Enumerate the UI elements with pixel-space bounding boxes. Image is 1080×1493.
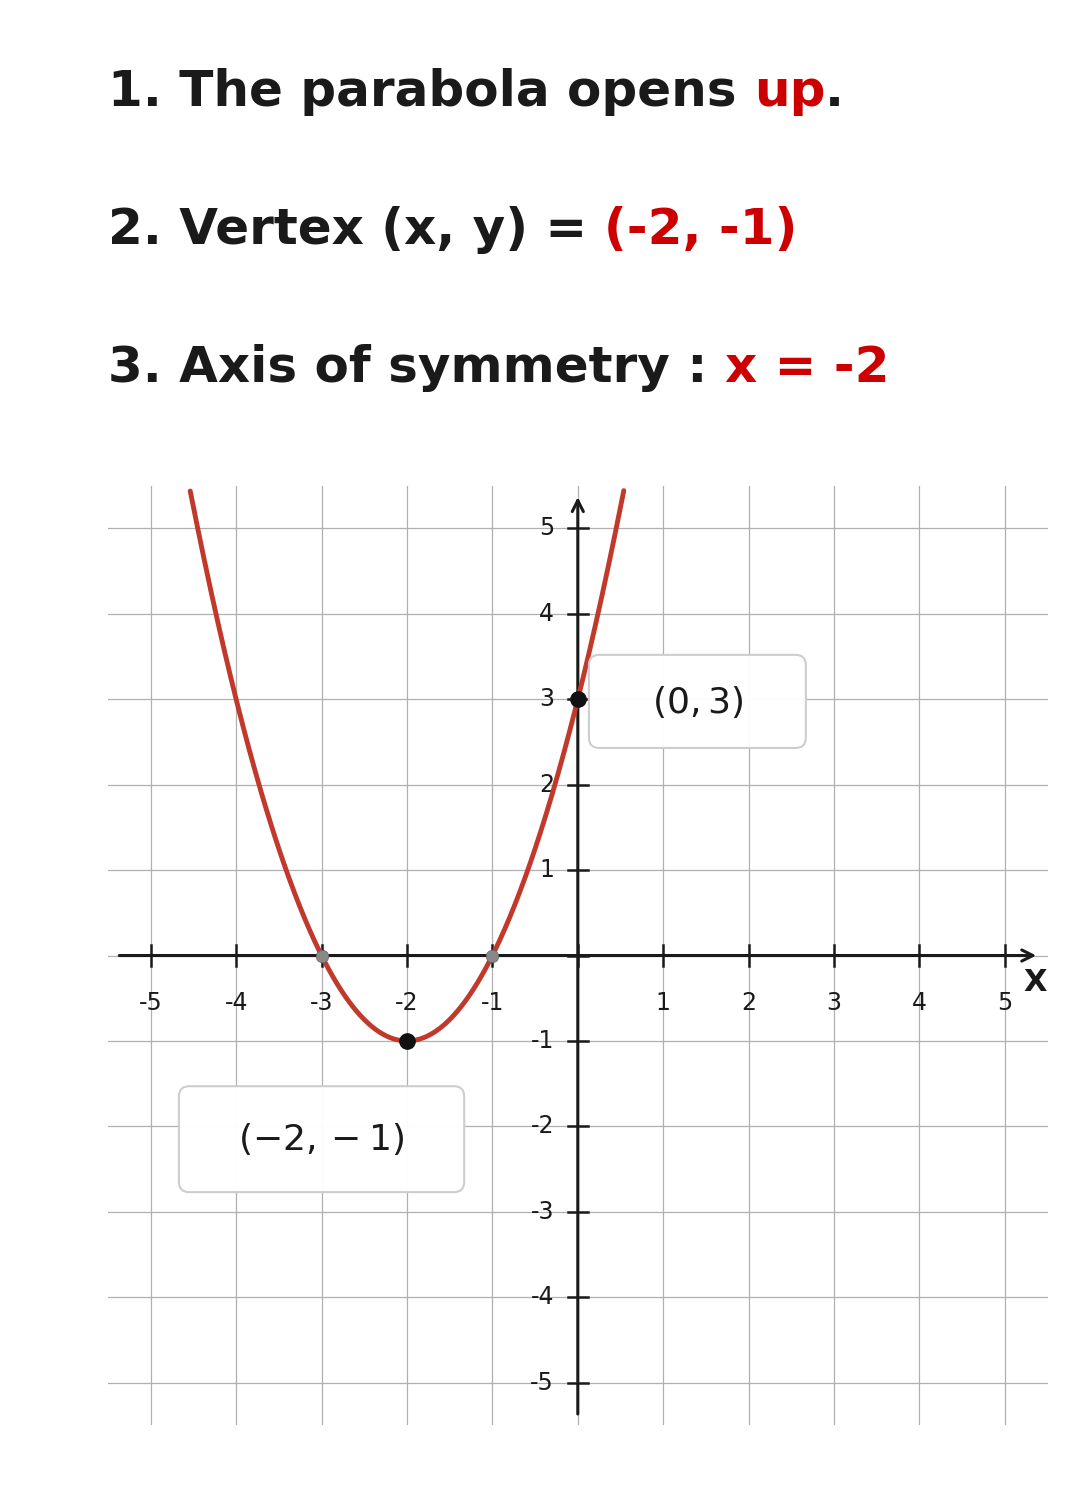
Text: 1. The parabola opens: 1. The parabola opens <box>108 69 754 116</box>
Text: 3: 3 <box>539 687 554 711</box>
Text: -4: -4 <box>530 1285 554 1309</box>
Text: 2. Vertex (x, y) =: 2. Vertex (x, y) = <box>108 206 605 254</box>
Text: 1: 1 <box>539 858 554 882</box>
FancyBboxPatch shape <box>589 655 806 748</box>
Text: 4: 4 <box>539 602 554 626</box>
Text: up: up <box>754 69 825 116</box>
FancyBboxPatch shape <box>179 1087 464 1191</box>
Text: 2: 2 <box>741 991 756 1015</box>
Text: -3: -3 <box>310 991 334 1015</box>
Text: -5: -5 <box>530 1371 554 1394</box>
Text: x = -2: x = -2 <box>725 343 889 391</box>
Text: .: . <box>825 69 845 116</box>
Text: -1: -1 <box>481 991 504 1015</box>
Text: 1: 1 <box>656 991 671 1015</box>
Text: X: X <box>1023 969 1047 997</box>
Text: -1: -1 <box>530 1029 554 1053</box>
Text: -4: -4 <box>225 991 248 1015</box>
Text: 5: 5 <box>539 517 554 540</box>
Text: 3: 3 <box>826 991 841 1015</box>
Text: -5: -5 <box>139 991 163 1015</box>
Text: 2: 2 <box>539 773 554 797</box>
Text: (-2, -1): (-2, -1) <box>605 206 798 254</box>
Text: -3: -3 <box>530 1200 554 1224</box>
Text: 4: 4 <box>912 991 927 1015</box>
Text: $(-2, -1)$: $(-2, -1)$ <box>239 1121 405 1157</box>
Text: -2: -2 <box>530 1114 554 1138</box>
Text: $(0, 3)$: $(0, 3)$ <box>651 684 743 720</box>
Text: -2: -2 <box>395 991 419 1015</box>
Text: 3. Axis of symmetry :: 3. Axis of symmetry : <box>108 343 725 391</box>
Text: 5: 5 <box>997 991 1013 1015</box>
